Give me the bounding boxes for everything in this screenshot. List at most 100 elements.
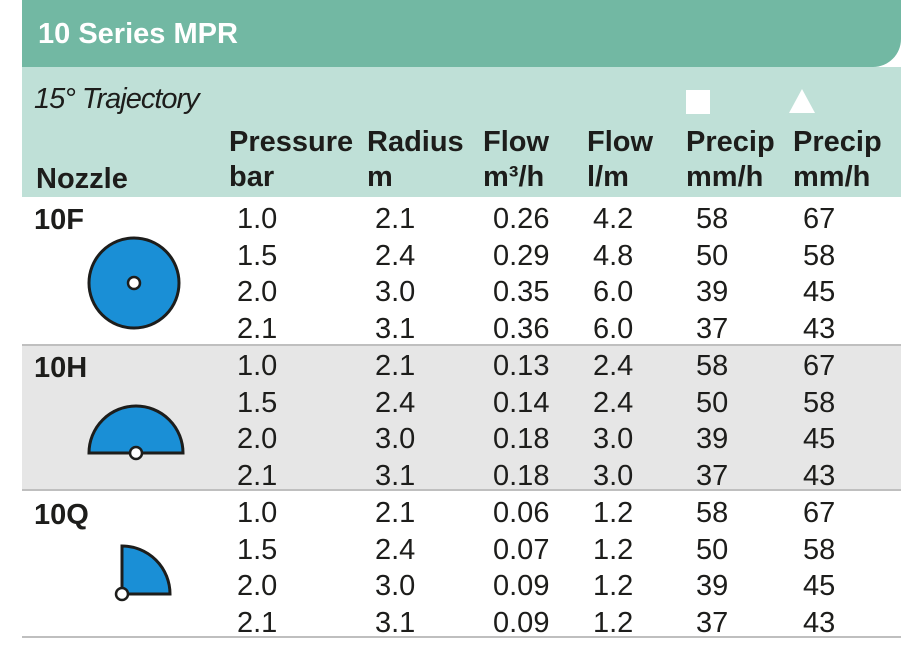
nozzle-name-10q: 10Q	[34, 499, 89, 531]
cell-pressure: 2.0	[237, 423, 278, 455]
cell-flow-m3h: 0.26	[493, 203, 550, 235]
header-precip-triangle-label: Precip	[793, 126, 882, 158]
cell-precip-triangle: 45	[803, 276, 836, 308]
cell-radius: 2.4	[375, 386, 416, 419]
cell-flow-m3h: 0.07	[493, 533, 550, 566]
cell-pressure: 2.0	[237, 570, 278, 602]
header-pressure: Pressure bar	[229, 125, 353, 195]
header-precip-square-label: Precip	[686, 126, 775, 158]
header-flow-m3h-unit: m³/h	[483, 161, 545, 193]
cell-flow-m3h: 0.09	[493, 570, 550, 602]
cell-precip-triangle: 67	[803, 203, 836, 235]
cell-radius: 3.0	[375, 276, 416, 308]
header-nozzle: Nozzle	[36, 163, 128, 195]
header-flow-m3h-label: Flow	[483, 126, 550, 158]
cell-precip-square: 39	[696, 423, 729, 455]
cell-precip-square: 39	[696, 276, 729, 308]
cell-radius: 2.1	[375, 350, 416, 382]
cell-precip-triangle: 67	[803, 350, 836, 382]
square-icon	[686, 90, 710, 114]
cell-flow-lm: 2.4	[593, 350, 634, 382]
cell-precip-square: 58	[696, 203, 729, 235]
cell-precip-square: 37	[696, 459, 729, 492]
cell-precip-square: 58	[696, 350, 729, 382]
cell-flow-m3h: 0.18	[493, 423, 550, 455]
header-radius-label: Radius	[367, 126, 464, 158]
cell-flow-lm: 1.2	[593, 497, 634, 529]
cell-flow-lm: 4.8	[593, 239, 634, 272]
header-pressure-label: Pressure	[229, 126, 354, 158]
cell-precip-square: 37	[696, 606, 729, 639]
full-circle-nozzle-icon	[87, 236, 181, 330]
cell-radius: 3.1	[375, 312, 416, 345]
quarter-circle-nozzle-icon	[114, 544, 172, 602]
cell-precip-triangle: 58	[803, 239, 836, 272]
cell-flow-lm: 6.0	[593, 312, 634, 345]
cell-pressure: 1.0	[237, 497, 278, 529]
cell-precip-square: 50	[696, 386, 729, 419]
header-flow-m3h: Flow m³/h	[483, 125, 549, 195]
cell-radius: 2.4	[375, 239, 416, 272]
cell-radius: 2.1	[375, 497, 416, 529]
cell-flow-lm: 3.0	[593, 459, 634, 492]
cell-flow-lm: 2.4	[593, 386, 634, 419]
header-precip-square: Precip mm/h	[686, 125, 775, 195]
cell-radius: 3.0	[375, 570, 416, 602]
cell-precip-square: 58	[696, 497, 729, 529]
header-radius: Radius m	[367, 125, 464, 195]
group-separator	[22, 636, 901, 638]
cell-precip-triangle: 67	[803, 497, 836, 529]
cell-precip-triangle: 43	[803, 459, 836, 492]
header-precip-triangle-unit: mm/h	[793, 161, 871, 193]
group-separator	[22, 344, 901, 346]
cell-flow-m3h: 0.06	[493, 497, 550, 529]
header-pressure-unit: bar	[229, 161, 275, 193]
header-flow-lm-label: Flow	[587, 126, 654, 158]
cell-pressure: 2.1	[237, 459, 278, 492]
cell-precip-triangle: 58	[803, 386, 836, 419]
cell-flow-m3h: 0.29	[493, 239, 550, 272]
cell-pressure: 1.0	[237, 350, 278, 382]
cell-flow-m3h: 0.09	[493, 606, 550, 639]
header-band: 15° Trajectory	[22, 67, 901, 197]
cell-flow-m3h: 0.35	[493, 276, 550, 308]
cell-precip-square: 50	[696, 239, 729, 272]
cell-flow-lm: 4.2	[593, 203, 634, 235]
cell-precip-triangle: 43	[803, 606, 836, 639]
triangle-icon	[789, 89, 815, 113]
cell-pressure: 2.0	[237, 276, 278, 308]
group-separator	[22, 489, 901, 491]
cell-radius: 3.1	[375, 606, 416, 639]
cell-pressure: 1.0	[237, 203, 278, 235]
cell-pressure: 1.5	[237, 386, 278, 419]
cell-precip-triangle: 43	[803, 312, 836, 345]
header-precip-triangle: Precip mm/h	[793, 125, 882, 195]
cell-pressure: 2.1	[237, 312, 278, 345]
cell-pressure: 1.5	[237, 533, 278, 566]
cell-flow-lm: 1.2	[593, 533, 634, 566]
title-bar: 10 Series MPR	[22, 0, 901, 67]
cell-precip-triangle: 45	[803, 570, 836, 602]
cell-radius: 3.1	[375, 459, 416, 492]
table-title: 10 Series MPR	[38, 18, 238, 50]
cell-radius: 3.0	[375, 423, 416, 455]
header-flow-lm: Flow l/m	[587, 125, 653, 195]
cell-precip-square: 37	[696, 312, 729, 345]
cell-flow-lm: 3.0	[593, 423, 634, 455]
trajectory-label: 15° Trajectory	[34, 83, 200, 115]
cell-flow-lm: 6.0	[593, 276, 634, 308]
nozzle-name-10f: 10F	[34, 204, 84, 236]
header-precip-square-unit: mm/h	[686, 161, 764, 193]
cell-flow-m3h: 0.18	[493, 459, 550, 492]
cell-flow-m3h: 0.13	[493, 350, 550, 382]
cell-precip-square: 50	[696, 533, 729, 566]
header-radius-unit: m	[367, 161, 393, 193]
cell-precip-triangle: 58	[803, 533, 836, 566]
cell-radius: 2.4	[375, 533, 416, 566]
half-circle-nozzle-icon	[87, 404, 185, 461]
cell-flow-m3h: 0.36	[493, 312, 550, 345]
cell-precip-triangle: 45	[803, 423, 836, 455]
cell-pressure: 2.1	[237, 606, 278, 639]
header-flow-lm-unit: l/m	[587, 161, 629, 193]
cell-flow-lm: 1.2	[593, 606, 634, 639]
